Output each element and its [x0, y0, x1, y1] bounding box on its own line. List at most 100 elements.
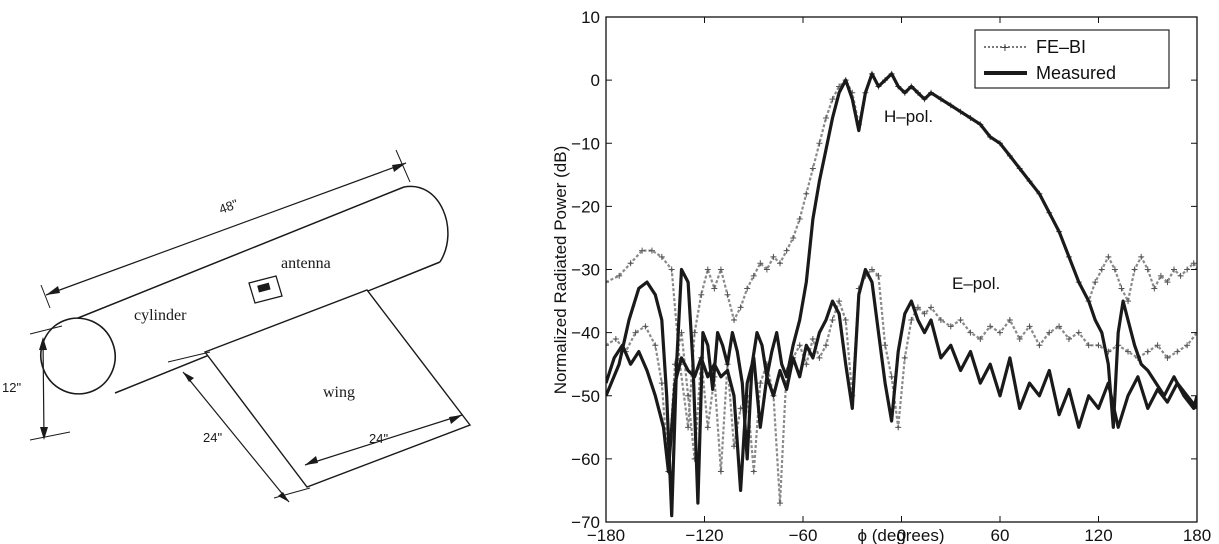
data-point-fe-bi-e-pol — [1036, 342, 1043, 349]
data-point-fe-bi-e-pol — [1075, 329, 1082, 336]
data-point-fe-bi-e-pol — [796, 342, 803, 349]
data-point-fe-bi-h-pol — [639, 247, 646, 254]
length-arrow-left — [46, 286, 60, 295]
cylinder-label: cylinder — [134, 307, 187, 324]
data-point-fe-bi-e-pol — [642, 323, 649, 330]
data-point-fe-bi-e-pol — [868, 266, 875, 273]
data-point-fe-bi-e-pol — [632, 329, 639, 336]
data-point-fe-bi-e-pol — [717, 468, 724, 475]
legend: + FE–BI Measured — [974, 29, 1170, 89]
data-point-fe-bi-h-pol — [616, 272, 623, 279]
data-point-fe-bi-e-pol — [875, 272, 882, 279]
data-point-fe-bi-e-pol — [947, 323, 954, 330]
legend-label-fe-bi: FE–BI — [1036, 37, 1086, 57]
wing-span-arrow-right — [449, 415, 462, 424]
data-point-fe-bi-h-pol — [606, 279, 609, 286]
data-point-fe-bi-h-pol — [1098, 266, 1105, 273]
data-point-fe-bi-h-pol — [724, 291, 731, 298]
legend-label-measured: Measured — [1036, 63, 1116, 83]
wing-plate — [203, 289, 472, 488]
data-point-fe-bi-h-pol — [1092, 279, 1099, 286]
diameter-ext-top — [29, 325, 63, 335]
data-point-fe-bi-e-pol — [809, 335, 816, 342]
wing-depth-ext-top — [167, 351, 211, 363]
data-point-fe-bi-e-pol — [908, 317, 915, 323]
data-point-fe-bi-e-pol — [888, 373, 895, 380]
data-point-fe-bi-h-pol — [717, 266, 724, 273]
data-point-fe-bi-e-pol — [1144, 348, 1151, 355]
x-tick-label: −180 — [587, 526, 625, 544]
diameter-dimension-line — [42, 339, 45, 439]
data-point-fe-bi-e-pol — [836, 298, 843, 305]
data-point-fe-bi-h-pol — [1144, 266, 1151, 273]
data-point-fe-bi-e-pol — [612, 335, 619, 342]
data-point-fe-bi-h-pol — [777, 260, 784, 267]
data-point-fe-bi-e-pol — [914, 304, 921, 311]
e-pol-annotation: E–pol. — [952, 274, 1000, 293]
data-point-fe-bi-h-pol — [1190, 260, 1197, 267]
data-point-fe-bi-h-pol — [829, 96, 836, 103]
wing-depth-ext-bottom — [273, 487, 311, 499]
data-point-fe-bi-h-pol — [627, 260, 634, 267]
data-point-fe-bi-e-pol — [1154, 342, 1161, 349]
y-tick-label: −20 — [571, 197, 600, 216]
wing-label: wing — [323, 384, 355, 401]
data-point-fe-bi-h-pol — [658, 253, 665, 260]
data-point-fe-bi-e-pol — [1006, 317, 1013, 323]
diameter-ext-bottom — [29, 431, 71, 441]
y-tick-label: −40 — [571, 324, 600, 343]
data-point-fe-bi-e-pol — [977, 335, 984, 342]
wing-depth-dimension-line — [182, 371, 290, 503]
data-point-fe-bi-e-pol — [1125, 348, 1132, 355]
data-point-fe-bi-e-pol — [1056, 323, 1063, 330]
data-point-fe-bi-h-pol — [790, 234, 797, 241]
data-point-fe-bi-h-pol — [783, 247, 790, 254]
data-point-fe-bi-e-pol — [1184, 342, 1191, 349]
data-point-fe-bi-h-pol — [1125, 298, 1132, 305]
data-point-fe-bi-h-pol — [809, 165, 816, 172]
y-tick-label: 0 — [591, 71, 600, 90]
data-point-fe-bi-h-pol — [737, 304, 744, 311]
data-point-fe-bi-e-pol — [997, 329, 1003, 336]
diameter-arrow-top — [39, 337, 47, 350]
data-point-fe-bi-e-pol — [606, 342, 609, 349]
data-point-fe-bi-e-pol — [652, 342, 659, 349]
data-point-fe-bi-h-pol — [1157, 272, 1164, 279]
legend-box — [974, 29, 1170, 89]
data-point-fe-bi-h-pol — [1171, 266, 1178, 273]
y-axis-label: Normalized Radiated Power (dB) — [551, 146, 570, 395]
data-point-fe-bi-h-pol — [763, 266, 770, 273]
wing-span-label: 24" — [369, 431, 388, 446]
data-point-fe-bi-h-pol — [803, 190, 810, 197]
data-point-fe-bi-e-pol — [822, 342, 829, 349]
data-point-fe-bi-e-pol — [987, 323, 994, 330]
x-tick-label: −60 — [789, 526, 818, 544]
x-tick-label: 60 — [991, 526, 1010, 544]
data-point-fe-bi-e-pol — [816, 354, 823, 361]
legend-marker-fe-bi: + — [1001, 39, 1009, 55]
data-point-fe-bi-e-pol — [750, 468, 757, 475]
data-point-fe-bi-e-pol — [777, 500, 784, 507]
data-point-fe-bi-h-pol — [744, 285, 751, 292]
series-line-measured-h-pol — [606, 72, 1197, 518]
data-point-fe-bi-h-pol — [1111, 266, 1118, 273]
data-point-fe-bi-h-pol — [648, 247, 655, 254]
data-point-fe-bi-h-pol — [1105, 253, 1112, 260]
data-point-fe-bi-e-pol — [937, 317, 944, 323]
wing-span-dimension-line — [304, 414, 463, 466]
y-tick-label: 10 — [581, 8, 600, 27]
data-point-fe-bi-e-pol — [658, 380, 665, 387]
x-axis-label: ϕ (degrees) — [857, 526, 944, 544]
data-point-fe-bi-e-pol — [882, 342, 889, 349]
data-point-fe-bi-h-pol — [1164, 279, 1171, 286]
length-ext-right — [395, 149, 411, 183]
y-tick-label: −70 — [571, 513, 600, 532]
data-point-fe-bi-h-pol — [796, 216, 803, 222]
data-point-fe-bi-h-pol — [750, 272, 757, 279]
length-dimension-line — [45, 162, 407, 296]
length-label: 48" — [217, 196, 240, 217]
data-point-fe-bi-h-pol — [704, 266, 711, 273]
data-point-fe-bi-h-pol — [1131, 266, 1138, 273]
data-point-fe-bi-h-pol — [816, 140, 823, 147]
data-point-fe-bi-e-pol — [757, 380, 764, 387]
